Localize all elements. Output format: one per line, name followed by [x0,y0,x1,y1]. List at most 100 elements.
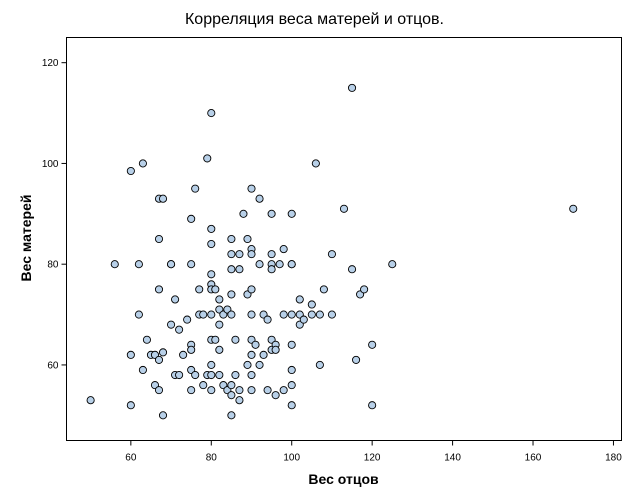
data-point [199,310,208,319]
data-point [368,340,377,349]
data-point [211,285,220,294]
x-tick-label: 100 [283,453,300,464]
data-points [86,83,578,420]
data-point [307,300,316,309]
data-point [235,386,244,395]
data-point [171,295,180,304]
chart-title: Корреляция веса матерей и отцов. [184,11,444,28]
data-point [299,315,308,324]
data-point [183,315,192,324]
data-point [295,295,304,304]
data-point [279,386,288,395]
data-point [307,310,316,319]
data-point [215,345,224,354]
data-point [227,411,236,420]
data-point [191,184,200,193]
x-tick-label: 80 [206,453,218,464]
data-point [275,260,284,269]
data-point [138,365,147,375]
data-point [207,310,216,319]
data-point [267,265,276,274]
data-point [154,234,164,244]
data-point [271,391,280,400]
data-point [247,184,256,193]
axis-ticks: 60 80 100 120 140 160 180 60 80 100 120 [42,58,622,463]
data-point [267,250,276,259]
y-tick-label: 80 [47,260,59,271]
data-point [255,360,264,369]
data-point [207,109,216,118]
x-tick-label: 180 [605,453,622,464]
data-point [158,348,168,357]
data-point [287,260,296,269]
data-point [227,381,236,390]
data-point [110,260,119,269]
data-point [158,411,168,420]
data-point [243,360,252,369]
data-point [315,360,324,369]
data-point [126,401,135,410]
plot-frame [66,37,622,441]
data-point [247,386,256,395]
x-tick-label: 160 [525,453,542,464]
data-point [175,325,184,334]
data-point [203,154,212,163]
data-point [175,370,184,380]
data-point [195,285,204,294]
data-point [187,345,196,354]
data-point [243,234,252,244]
data-point [227,391,236,400]
data-point [167,320,176,329]
data-point [287,340,296,349]
y-tick-label: 100 [42,159,59,170]
data-point [251,340,260,349]
data-point [263,315,272,324]
data-point [327,250,336,259]
data-point [271,345,280,354]
data-point [259,350,268,359]
data-point [255,194,264,203]
x-tick-label: 60 [125,453,137,464]
x-tick-label: 140 [444,453,461,464]
x-tick-label: 120 [364,453,381,464]
data-point [154,285,164,294]
data-point [207,386,216,395]
data-point [167,260,176,269]
data-point [215,370,224,380]
data-point [360,285,369,294]
data-point [134,260,143,269]
data-point [247,285,256,294]
y-tick-label: 60 [47,360,59,371]
data-point [388,260,397,269]
data-point [207,224,216,233]
data-point [347,265,357,274]
data-point [255,260,264,269]
data-point [267,209,276,218]
data-point [211,335,220,344]
data-point [287,310,296,319]
data-point [227,250,236,259]
data-point [138,159,147,168]
data-point [287,209,296,218]
data-point [227,265,236,274]
data-point [215,320,224,329]
data-point [235,250,244,259]
data-point [142,335,151,344]
data-point [569,204,578,213]
data-point [311,159,320,168]
data-point [207,360,216,369]
data-point [207,370,216,380]
x-axis-label: Вес отцов [308,471,379,487]
data-point [86,396,95,405]
data-point [191,370,200,380]
data-point [215,295,224,304]
data-point [207,239,216,249]
data-point [199,381,208,390]
data-point [347,83,357,92]
data-point [247,310,256,319]
data-point [287,381,296,390]
data-point [247,350,256,359]
data-point [187,260,196,269]
data-point [247,250,256,259]
